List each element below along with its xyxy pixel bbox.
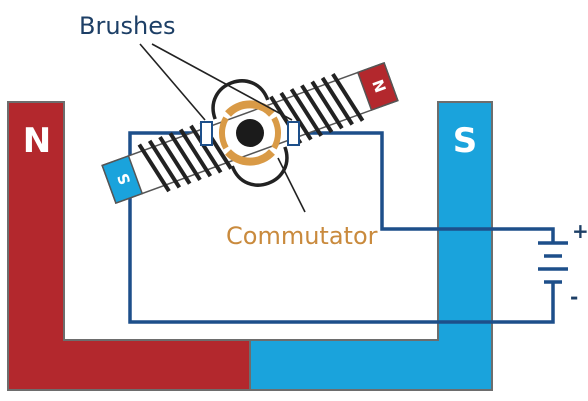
- commutator: [219, 100, 281, 166]
- north-label: N: [23, 121, 51, 161]
- rotor-north-label: N: [369, 77, 390, 95]
- battery-plus-label: +: [572, 219, 588, 243]
- left-coil: [137, 120, 233, 193]
- south-label: S: [453, 121, 478, 161]
- brushes-label: Brushes: [79, 12, 176, 40]
- left-brush: [200, 121, 213, 146]
- south-stator-magnet: [249, 101, 493, 391]
- armature-loop-top: [211, 79, 270, 120]
- battery-minus-label: -: [570, 285, 578, 309]
- commutator-label: Commutator: [226, 222, 378, 250]
- rotor-north-pole: [356, 61, 399, 112]
- battery: [538, 241, 568, 284]
- circuit-wire: [128, 131, 555, 324]
- rotor-south-pole: [101, 154, 144, 205]
- right-brush: [287, 121, 300, 146]
- commutator-pointer: [277, 157, 306, 213]
- brushes-pointers: [139, 43, 293, 121]
- shaft: [236, 119, 264, 147]
- armature-loop-bottom: [230, 146, 289, 187]
